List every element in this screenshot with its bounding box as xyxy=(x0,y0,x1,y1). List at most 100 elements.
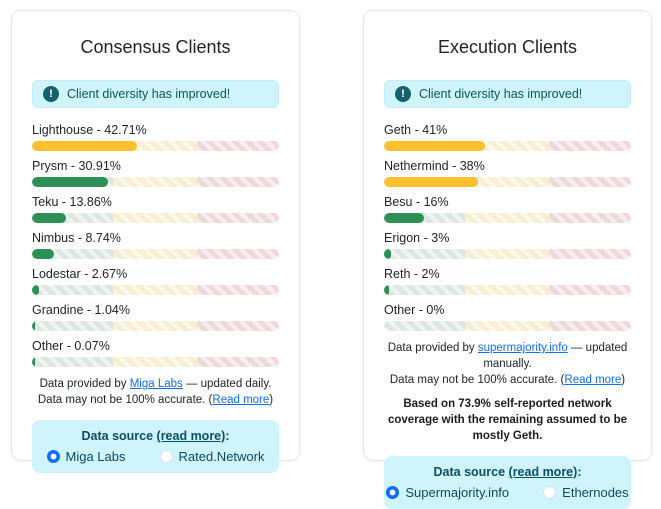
client-bar-label: Lodestar - 2.67% xyxy=(32,267,128,281)
exclamation-circle-icon: ! xyxy=(43,86,59,102)
danger-zone-stripes xyxy=(196,357,279,367)
warning-zone-stripes xyxy=(114,285,197,295)
radio-unselected-icon[interactable] xyxy=(543,486,557,499)
diversity-alert: ! Client diversity has improved! xyxy=(384,80,631,108)
client-bar-fill xyxy=(32,321,35,331)
exclamation-circle-icon: ! xyxy=(395,86,411,102)
client-bar-fill xyxy=(384,249,392,259)
read-more-link[interactable]: Read more xyxy=(564,374,622,386)
data-source-option[interactable]: Miga Labs xyxy=(46,449,126,464)
client-bar-track xyxy=(384,213,631,223)
warning-zone-stripes xyxy=(466,141,549,151)
safe-zone-stripes xyxy=(32,285,115,295)
client-bar-fill xyxy=(384,141,486,151)
client-bar-track xyxy=(32,213,279,223)
client-bar-row: Nimbus - 8.74% xyxy=(32,231,279,259)
client-bar-fill xyxy=(384,177,478,187)
radio-unselected-icon[interactable] xyxy=(159,450,173,463)
client-bar-row: Geth - 41% xyxy=(384,123,631,151)
client-bar-track xyxy=(32,285,279,295)
data-provider-link[interactable]: supermajority.info xyxy=(477,342,568,354)
alert-text: Client diversity has improved! xyxy=(67,87,231,101)
data-source-box: Data source (read more): Supermajority.i… xyxy=(384,456,631,509)
safe-zone-stripes xyxy=(32,213,115,223)
client-bar-label: Teku - 13.86% xyxy=(32,195,112,209)
client-bar-fill xyxy=(32,285,39,295)
danger-zone-stripes xyxy=(548,249,631,259)
danger-zone-stripes xyxy=(548,141,631,151)
client-bar-row: Other - 0.07% xyxy=(32,339,279,367)
radio-selected-icon[interactable] xyxy=(386,486,400,499)
danger-zone-stripes xyxy=(548,285,631,295)
client-bar-label: Erigon - 3% xyxy=(384,231,450,245)
safe-zone-stripes xyxy=(384,213,467,223)
data-source-option-label: Rated.Network xyxy=(178,449,265,464)
data-source-option[interactable]: Supermajority.info xyxy=(386,485,509,500)
data-provider-footnote: Data provided by Miga Labs — updated dai… xyxy=(37,378,274,406)
client-bars-list: Lighthouse - 42.71% Prysm - 30.91% Teku … xyxy=(32,123,279,367)
client-bar-fill xyxy=(32,357,35,367)
client-bar-track xyxy=(384,141,631,151)
safe-zone-stripes xyxy=(384,285,467,295)
client-bar-fill xyxy=(384,213,424,223)
safe-zone-stripes xyxy=(384,321,467,331)
client-bar-track xyxy=(32,141,279,151)
client-bar-label: Lighthouse - 42.71% xyxy=(32,123,147,137)
safe-zone-stripes xyxy=(32,249,115,259)
client-bar-row: Other - 0% xyxy=(384,303,631,331)
danger-zone-stripes xyxy=(548,321,631,331)
client-bar-row: Besu - 16% xyxy=(384,195,631,223)
client-bar-track xyxy=(384,249,631,259)
warning-zone-stripes xyxy=(114,177,197,187)
client-bar-label: Besu - 16% xyxy=(384,195,449,209)
client-bars-list: Geth - 41% Nethermind - 38% Besu - 16% E… xyxy=(384,123,631,331)
warning-zone-stripes xyxy=(114,141,197,151)
data-source-read-more-link[interactable]: (read more) xyxy=(156,429,226,443)
coverage-note: Based on 73.9% self-reported network cov… xyxy=(387,398,627,442)
client-bar-label: Other - 0% xyxy=(384,303,445,317)
client-bar-fill xyxy=(32,213,67,223)
warning-zone-stripes xyxy=(114,249,197,259)
client-bar-row: Grandine - 1.04% xyxy=(32,303,279,331)
data-source-box: Data source (read more): Miga Labs Rated.… xyxy=(32,420,279,473)
client-bar-fill xyxy=(32,177,109,187)
client-bar-row: Erigon - 3% xyxy=(384,231,631,259)
client-bar-track xyxy=(32,177,279,187)
warning-zone-stripes xyxy=(466,213,549,223)
safe-zone-stripes xyxy=(32,321,115,331)
warning-zone-stripes xyxy=(466,321,549,331)
danger-zone-stripes xyxy=(196,213,279,223)
data-source-option-label: Ethernodes xyxy=(562,485,629,500)
safe-zone-stripes xyxy=(384,249,467,259)
data-source-option[interactable]: Rated.Network xyxy=(159,449,265,464)
read-more-link[interactable]: Read more xyxy=(212,394,270,406)
client-bar-fill xyxy=(384,285,389,295)
danger-zone-stripes xyxy=(196,321,279,331)
radio-selected-icon[interactable] xyxy=(46,450,60,463)
client-bar-row: Prysm - 30.91% xyxy=(32,159,279,187)
danger-zone-stripes xyxy=(196,249,279,259)
diversity-alert: ! Client diversity has improved! xyxy=(32,80,279,108)
data-source-option[interactable]: Ethernodes xyxy=(543,485,629,500)
data-source-read-more-link[interactable]: (read more) xyxy=(508,465,578,479)
cards-container: Consensus Clients ! Client diversity has… xyxy=(11,10,652,509)
data-provider-footnote: Data provided by supermajority.info — up… xyxy=(387,342,628,386)
client-bar-row: Lodestar - 2.67% xyxy=(32,267,279,295)
client-bar-track xyxy=(32,249,279,259)
data-provider-link[interactable]: Miga Labs xyxy=(129,378,183,390)
client-bar-row: Nethermind - 38% xyxy=(384,159,631,187)
client-bar-fill xyxy=(32,141,138,151)
warning-zone-stripes xyxy=(114,357,197,367)
data-source-options: Miga Labs Rated.Network xyxy=(42,449,269,464)
card-title: Execution Clients xyxy=(437,37,578,57)
danger-zone-stripes xyxy=(196,141,279,151)
client-bar-label: Nethermind - 38% xyxy=(384,159,485,173)
client-bar-fill xyxy=(32,249,54,259)
alert-text: Client diversity has improved! xyxy=(419,87,583,101)
client-bar-track xyxy=(384,177,631,187)
client-bar-row: Teku - 13.86% xyxy=(32,195,279,223)
client-bar-label: Nimbus - 8.74% xyxy=(32,231,121,245)
client-bar-row: Lighthouse - 42.71% xyxy=(32,123,279,151)
danger-zone-stripes xyxy=(548,213,631,223)
client-bar-label: Prysm - 30.91% xyxy=(32,159,121,173)
